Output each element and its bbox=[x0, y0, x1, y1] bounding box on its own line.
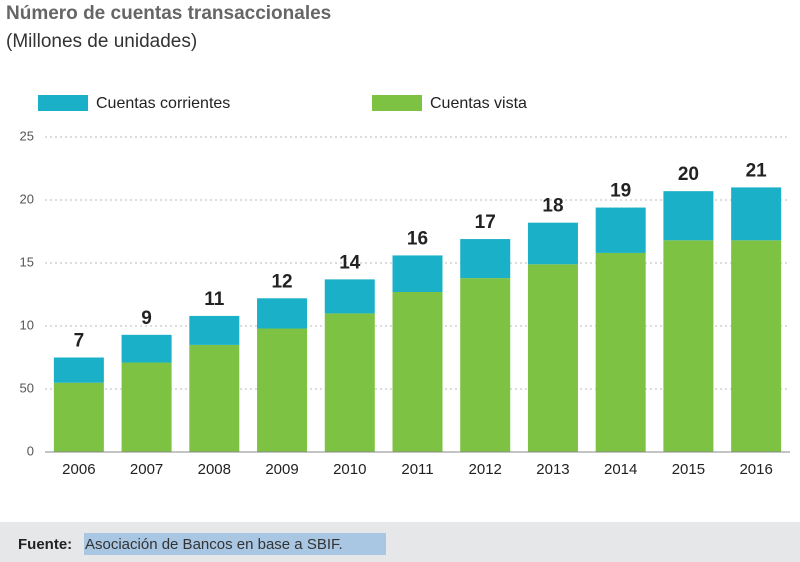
total-label: 18 bbox=[542, 196, 563, 217]
bar-segment bbox=[595, 252, 646, 452]
y-tick-label: 10 bbox=[20, 317, 34, 332]
total-label: 9 bbox=[141, 308, 152, 329]
x-tick-label: 2014 bbox=[604, 461, 637, 478]
legend-swatch bbox=[372, 95, 422, 111]
chart-subtitle: (Millones de unidades) bbox=[6, 31, 197, 52]
bar-segment bbox=[324, 313, 375, 452]
y-tick-label: 20 bbox=[20, 191, 34, 206]
total-label: 17 bbox=[475, 212, 496, 233]
x-tick-label: 2015 bbox=[672, 461, 705, 478]
x-tick-label: 2006 bbox=[62, 461, 95, 478]
source-label: Fuente: bbox=[18, 536, 72, 553]
bar-segment bbox=[527, 222, 578, 265]
highlight bbox=[84, 533, 386, 555]
y-tick-label: 50 bbox=[20, 380, 34, 395]
bar-segment bbox=[731, 240, 782, 452]
total-label: 14 bbox=[339, 252, 361, 273]
legend-label: Cuentas vista bbox=[430, 95, 527, 112]
source: Asociación de Bancos en base a SBIF. bbox=[85, 536, 343, 553]
x-tick-label: 2013 bbox=[536, 461, 569, 478]
x-tick-label: 2010 bbox=[333, 461, 366, 478]
bar-segment bbox=[121, 362, 172, 452]
x-tick-label: 2016 bbox=[739, 461, 772, 478]
total-label: 16 bbox=[407, 228, 428, 249]
total-label: 21 bbox=[746, 160, 768, 181]
bar-segment bbox=[121, 334, 172, 363]
y-tick-label: 0 bbox=[27, 443, 34, 458]
total-label: 7 bbox=[74, 331, 85, 352]
x-tick-label: 2011 bbox=[401, 461, 433, 478]
bar-segment bbox=[663, 240, 714, 452]
bar-segment bbox=[731, 187, 782, 241]
x-tick-label: 2012 bbox=[469, 461, 502, 478]
bar-segment bbox=[257, 328, 308, 452]
bar-segment bbox=[189, 344, 240, 452]
bar-segment bbox=[663, 191, 714, 241]
bar-segment bbox=[53, 382, 104, 452]
total-label: 19 bbox=[610, 181, 631, 202]
bar-segment bbox=[460, 278, 511, 452]
bar-segment bbox=[595, 207, 646, 253]
bar-segment bbox=[527, 264, 578, 452]
bar-segment bbox=[460, 239, 511, 279]
y-tick-label: 25 bbox=[20, 128, 34, 143]
bar-segment bbox=[324, 279, 375, 314]
total-label: 20 bbox=[678, 164, 699, 185]
legend-swatch bbox=[38, 95, 88, 111]
x-tick-label: 2009 bbox=[265, 461, 298, 478]
bar-segment bbox=[53, 357, 104, 383]
bar-segment bbox=[392, 291, 443, 452]
bar-segment bbox=[257, 298, 308, 329]
chart-title: Número de cuentas transaccionales bbox=[6, 3, 331, 24]
bar-segment bbox=[392, 255, 443, 292]
total-label: 12 bbox=[271, 271, 292, 292]
bar-segment bbox=[189, 315, 240, 345]
x-tick-label: 2008 bbox=[198, 461, 231, 478]
y-tick-label: 15 bbox=[20, 254, 34, 269]
legend-label: Cuentas corrientes bbox=[96, 95, 230, 112]
total-label: 11 bbox=[204, 289, 225, 310]
x-tick-label: 2007 bbox=[130, 461, 163, 478]
